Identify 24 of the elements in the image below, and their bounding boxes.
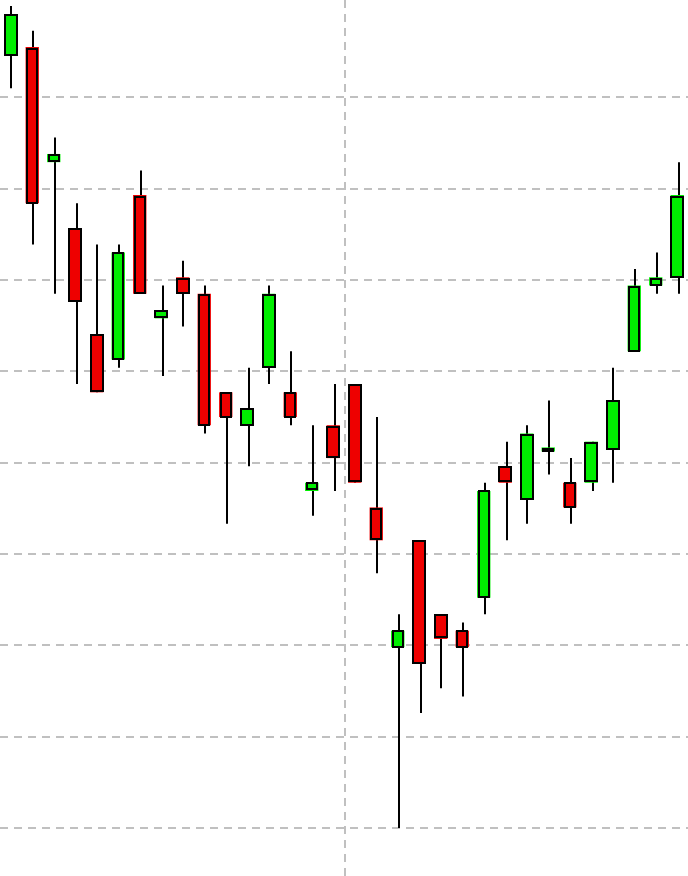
candlestick	[25, 29, 39, 246]
candlestick	[47, 136, 61, 295]
candlestick	[305, 424, 319, 517]
candlestick	[455, 621, 469, 698]
candlestick	[4, 5, 18, 90]
candlestick	[176, 259, 190, 328]
candlestick	[391, 613, 405, 829]
candlestick	[498, 440, 512, 542]
candlestick	[133, 169, 147, 295]
candlestick	[584, 440, 598, 492]
candlestick	[68, 202, 82, 386]
candlestick	[649, 251, 663, 295]
candlestick	[563, 457, 577, 525]
candlestick	[627, 268, 641, 353]
candlestick	[541, 399, 555, 476]
candlestick	[326, 383, 340, 492]
candlestick	[412, 539, 426, 714]
candlestick	[197, 284, 211, 435]
candlestick	[670, 161, 684, 295]
candlestick	[240, 366, 254, 468]
candlestick	[111, 243, 125, 369]
candlestick	[369, 416, 383, 575]
candlestick	[154, 284, 168, 377]
candlestick	[434, 613, 448, 690]
